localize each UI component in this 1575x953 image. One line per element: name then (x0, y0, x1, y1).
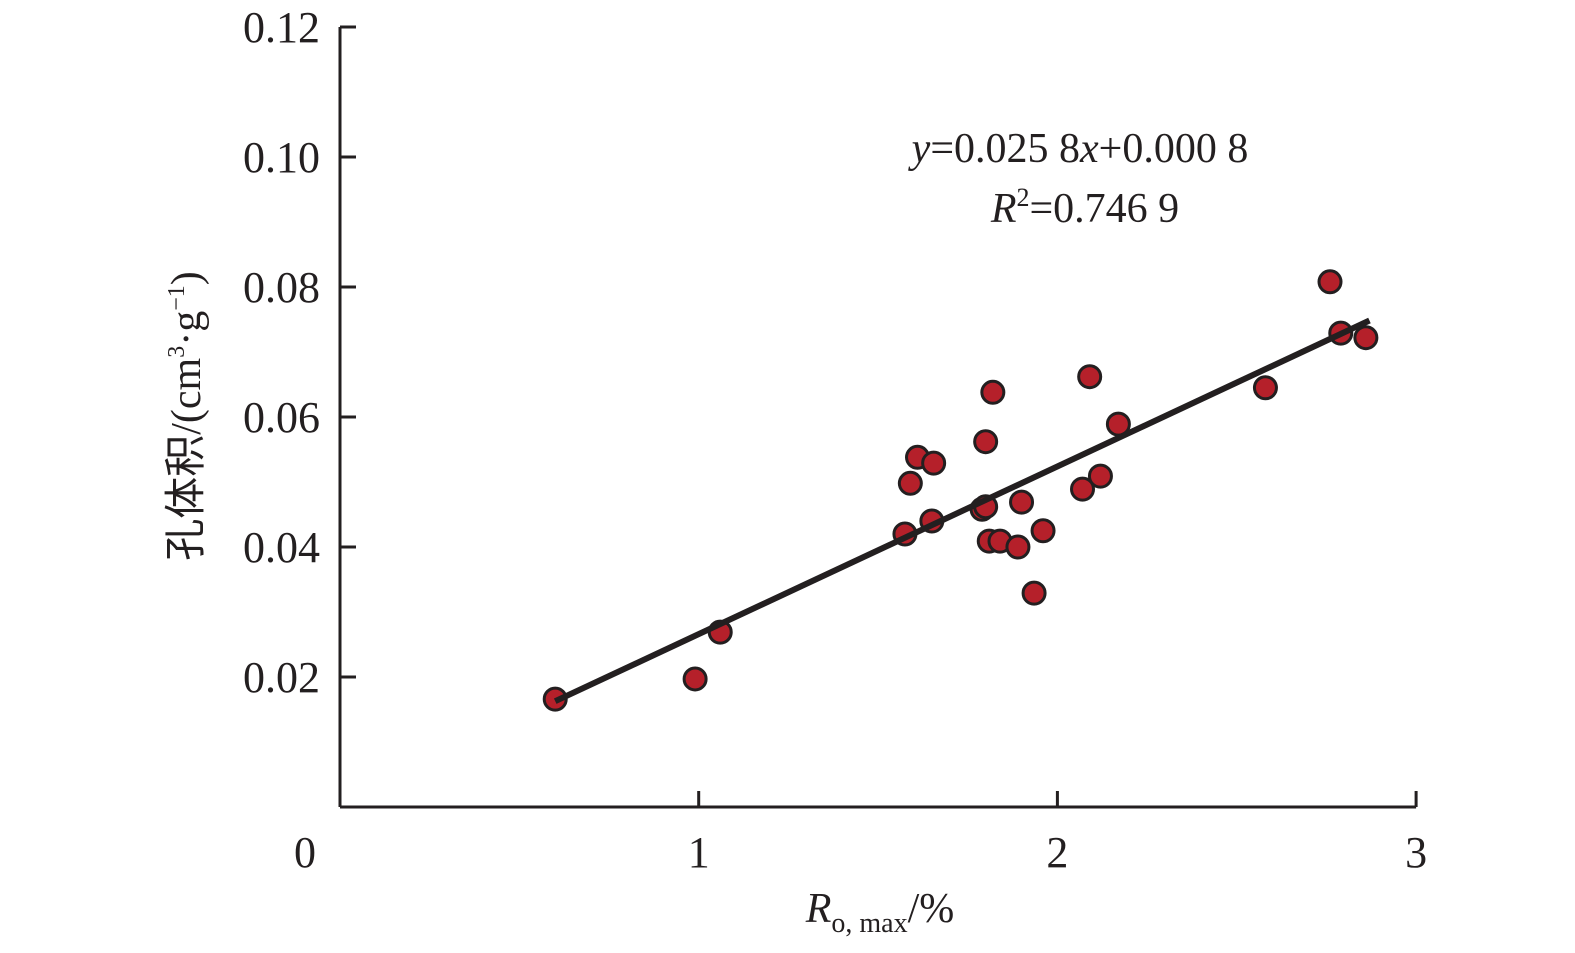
y-tick-label: 0.04 (243, 523, 320, 572)
y-tick-label: 0.06 (243, 393, 320, 442)
tick-labels: 0.02 0.04 0.06 0.08 0.10 0.12 0 1 2 3 (243, 3, 1427, 877)
data-point (1252, 375, 1278, 401)
y-tick-label: 0.12 (243, 3, 320, 52)
data-point (1087, 463, 1113, 489)
regression-line-group (553, 317, 1371, 704)
data-point (682, 666, 708, 692)
y-tick-label: 0.08 (243, 263, 320, 312)
data-point (1353, 325, 1379, 351)
y-tick-label: 0.10 (243, 133, 320, 182)
data-point (973, 429, 999, 455)
x-tick-label: 1 (688, 828, 710, 877)
data-point (1030, 518, 1056, 544)
x-tick-label: 0 (294, 828, 316, 877)
data-point (1021, 580, 1047, 606)
y-axis-label: 孔体积/(cm3·g−1) (164, 271, 210, 561)
data-point (1070, 476, 1096, 502)
y-tick-label: 0.02 (243, 653, 320, 702)
x-tick-label: 2 (1046, 828, 1068, 877)
data-point (1317, 269, 1343, 295)
regression-line (553, 317, 1371, 704)
data-point (897, 470, 923, 496)
regression-equation: y=0.025 8x+0.000 8 (908, 126, 1249, 172)
data-point (1077, 364, 1103, 390)
data-points (542, 269, 1379, 712)
axes (338, 25, 1418, 809)
data-point (1009, 489, 1035, 515)
x-tick-label: 3 (1405, 828, 1427, 877)
data-point (1005, 534, 1031, 560)
r-squared: R2=0.746 9 (990, 183, 1179, 232)
data-point (980, 379, 1006, 405)
data-point (921, 450, 947, 476)
x-axis-label: Ro, max/% (805, 886, 955, 939)
